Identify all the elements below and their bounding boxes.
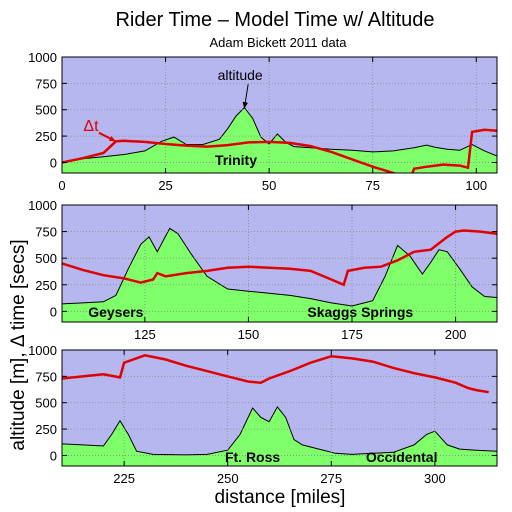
arrow-head [242, 101, 248, 109]
altitude-area [62, 107, 497, 173]
y-tick-label: 250 [35, 129, 57, 144]
x-tick-label: 225 [113, 471, 135, 486]
panel-2: 125 150 175 200 0 250 500 750 1000 Geysers Skaggs … [28, 198, 498, 342]
delta-t-line [62, 128, 497, 173]
arrow-head [108, 136, 116, 142]
x-axis-label: distance [miles] [215, 487, 346, 508]
x-tick-label: 200 [445, 327, 467, 342]
panel-3: 225 250 275 300 0 250 500 750 1000 Ft. Ross Occide… [28, 343, 498, 486]
y-tick-label: 250 [35, 278, 57, 293]
plot-frame [61, 204, 498, 323]
x-tick-label: 0 [58, 178, 65, 193]
x-tick-label: 250 [217, 471, 239, 486]
place-label: Occidental [366, 449, 438, 465]
y-tick-label: 0 [50, 155, 57, 170]
x-tick-label: 275 [320, 471, 342, 486]
y-tick-label: 1000 [28, 198, 57, 213]
y-tick-label: 500 [35, 251, 57, 266]
y-tick-label: 750 [35, 369, 57, 384]
altitude-area [62, 406, 497, 466]
y-tick-label: 0 [50, 448, 57, 463]
chart-title: Rider Time – Model Time w/ Altitude [115, 9, 434, 31]
place-label: Geysers [88, 304, 143, 320]
altitude-line [62, 227, 497, 307]
y-tick-label: 750 [35, 225, 57, 240]
x-tick-label: 125 [134, 327, 156, 342]
y-axis-label: altitude [m], Δ time [secs] [8, 239, 29, 450]
y-tick-label: 1000 [28, 343, 57, 358]
x-tick-label: 300 [424, 471, 446, 486]
place-label: Ft. Ross [225, 449, 280, 465]
delta-t-line [62, 354, 489, 394]
y-tick-label: 1000 [28, 50, 57, 65]
altitude-area [62, 228, 497, 322]
delta-t-annotation: Δt [83, 118, 99, 135]
place-label: Trinity [215, 152, 257, 168]
altitude-line [62, 406, 497, 456]
x-tick-label: 100 [465, 178, 487, 193]
x-tick-label: 75 [365, 178, 379, 193]
panel-1: 0 25 50 75 10002505007501000TrinityaltitudeΔ… [28, 50, 498, 193]
plot-frame [61, 56, 498, 174]
y-tick-label: 500 [35, 396, 57, 411]
y-tick-label: 0 [50, 304, 57, 319]
x-tick-label: 25 [158, 178, 172, 193]
altitude-line [62, 106, 497, 163]
x-tick-label: 175 [341, 327, 363, 342]
y-tick-label: 500 [35, 103, 57, 118]
plot-frame [61, 349, 498, 467]
x-tick-label: 50 [262, 178, 276, 193]
y-tick-label: 250 [35, 422, 57, 437]
y-tick-label: 750 [35, 76, 57, 91]
altitude-annotation: altitude [218, 67, 263, 83]
chart-subtitle: Adam Bickett 2011 data [209, 35, 347, 50]
place-label: Skaggs Springs [307, 304, 413, 320]
delta-t-line [62, 229, 497, 287]
x-tick-label: 150 [238, 327, 260, 342]
